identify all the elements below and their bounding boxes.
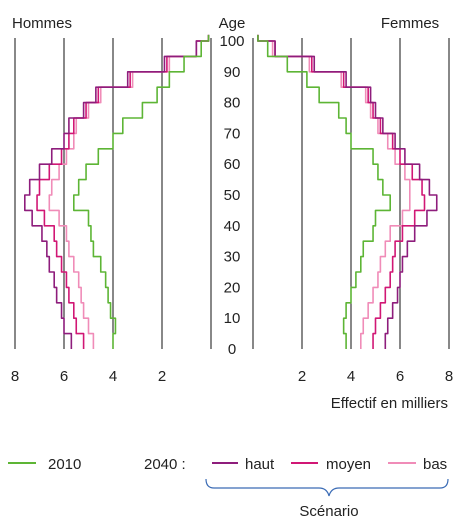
x-tick-label-right: 6 (396, 368, 404, 385)
age-tick-label: 30 (224, 249, 241, 266)
age-tick-label: 60 (224, 156, 241, 173)
hommes-label: Hommes (12, 15, 72, 32)
series-haut-femmes (257, 34, 438, 349)
age-label: Age (219, 15, 246, 32)
scenario-label: Scénario (299, 503, 358, 520)
legend: 2010 2040 : haut moyen bas Scénario (8, 456, 449, 520)
x-axis-ticks: 8 6 4 2 2 4 6 8 (11, 368, 453, 385)
legend-label-2010: 2010 (48, 456, 81, 473)
series-2010-femmes (257, 34, 391, 349)
series-bas-femmes (257, 34, 411, 349)
x-tick-label-left: 8 (11, 368, 19, 385)
grid-lines (14, 38, 450, 349)
age-tick-label: 0 (228, 341, 236, 358)
age-tick-label: 50 (224, 187, 241, 204)
x-tick-label-left: 6 (60, 368, 68, 385)
age-tick-label: 100 (219, 33, 244, 50)
series-bas-hommes (48, 34, 210, 349)
x-tick-label-right: 2 (298, 368, 306, 385)
legend-label-moyen: moyen (326, 456, 371, 473)
x-tick-label-left: 4 (109, 368, 117, 385)
x-tick-label-right: 8 (445, 368, 453, 385)
age-tick-label: 70 (224, 125, 241, 142)
x-axis-title: Effectif en milliers (331, 395, 448, 412)
age-tick-label: 90 (224, 64, 241, 81)
age-axis: 0 10 20 30 40 50 60 70 80 90 100 (219, 33, 244, 358)
series-2010-hommes (73, 34, 210, 349)
age-tick-label: 20 (224, 279, 241, 296)
series-layer (24, 34, 438, 349)
x-tick-label-right: 4 (347, 368, 355, 385)
legend-label-bas: bas (423, 456, 447, 473)
x-tick-label-left: 2 (158, 368, 166, 385)
femmes-label: Femmes (381, 15, 439, 32)
series-moyen-femmes (257, 34, 426, 349)
legend-label-haut: haut (245, 456, 275, 473)
age-tick-label: 10 (224, 310, 241, 327)
age-tick-label: 80 (224, 95, 241, 112)
scenario-brace (205, 478, 449, 497)
legend-prefix-2040: 2040 : (144, 456, 186, 473)
series-haut-hommes (24, 34, 210, 349)
series-moyen-hommes (36, 34, 210, 349)
age-tick-label: 40 (224, 218, 241, 235)
